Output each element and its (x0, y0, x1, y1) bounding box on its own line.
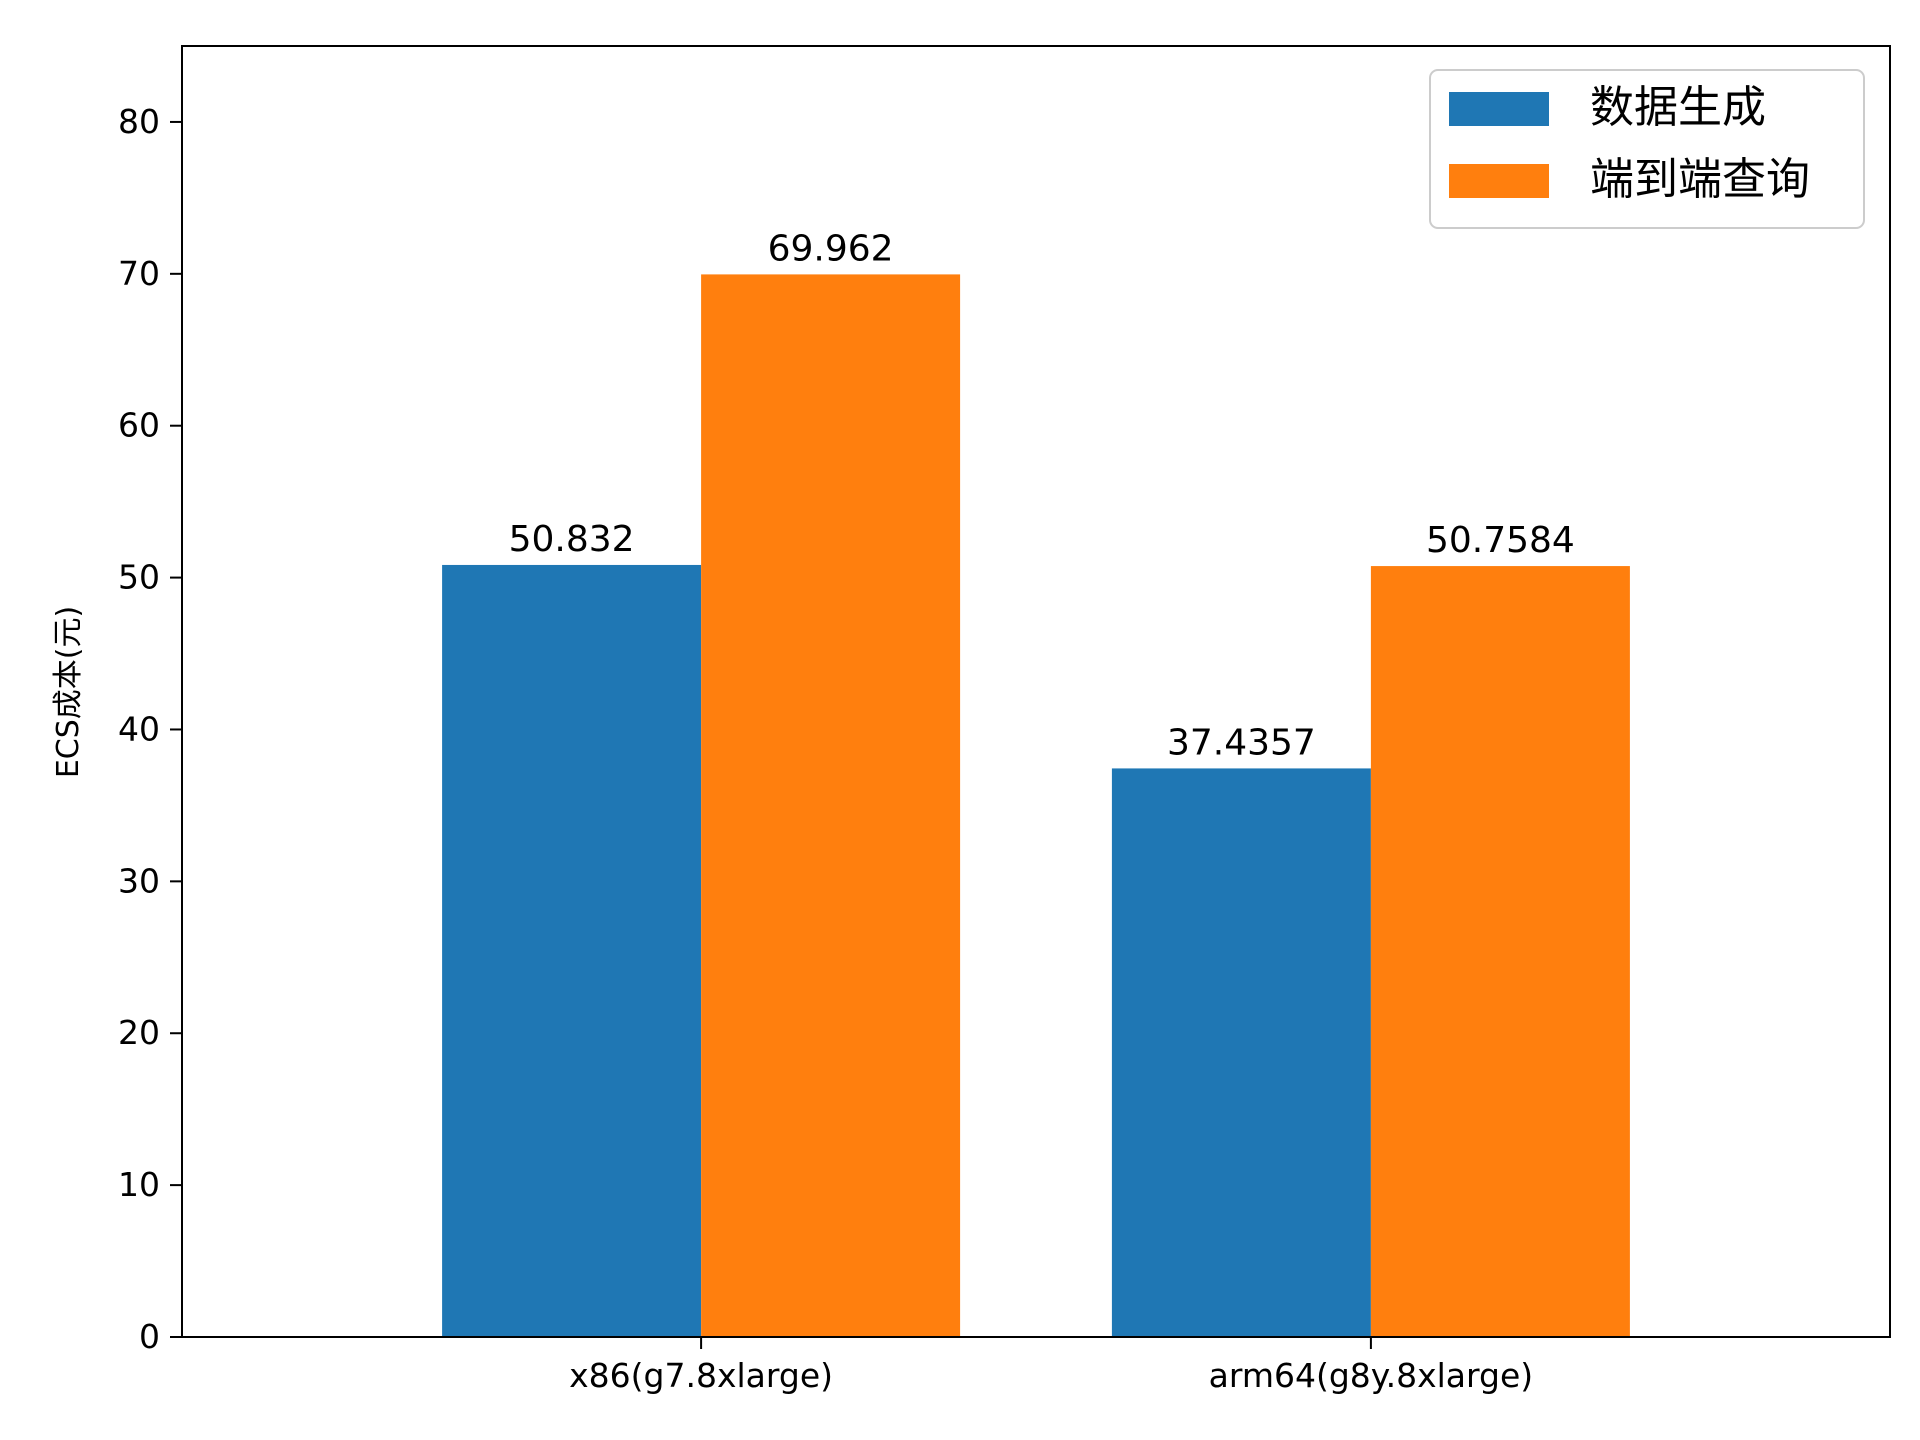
y-tick-label-7: 70 (118, 254, 160, 293)
bar-series-1-category-0 (701, 274, 961, 1338)
y-tick-label-3: 30 (118, 861, 160, 900)
y-tick-label-2: 20 (118, 1013, 160, 1052)
y-tick-label-1: 10 (118, 1165, 160, 1204)
bars-layer (442, 274, 1630, 1338)
x-axis: x86(g7.8xlarge) arm64(g8y.8xlarge) (569, 1337, 1533, 1395)
y-tick-label-8: 80 (118, 102, 160, 141)
bar-series-0-category-1 (1111, 768, 1371, 1337)
data-label-series-0-category-0: 50.832 (509, 519, 635, 560)
bar-series-1-category-1 (1370, 566, 1630, 1337)
y-tick-label-0: 0 (139, 1317, 160, 1356)
y-axis-label: ECS成本(元) (51, 606, 86, 778)
x-tick-label-1: arm64(g8y.8xlarge) (1209, 1356, 1534, 1395)
y-tick-label-4: 40 (118, 709, 160, 748)
data-label-series-1-category-1: 50.7584 (1426, 520, 1575, 561)
y-tick-label-6: 60 (118, 406, 160, 445)
legend-swatch-1 (1449, 164, 1549, 198)
data-labels-layer: 50.832 69.962 37.4357 50.7584 (509, 228, 1575, 763)
legend-label-1: 端到端查询 (1590, 154, 1810, 205)
plot-area-frame (181, 45, 1891, 1338)
x-tick-label-0: x86(g7.8xlarge) (569, 1356, 833, 1395)
legend-label-0: 数据生成 (1590, 82, 1766, 133)
legend-swatch-0 (1449, 92, 1549, 126)
data-label-series-1-category-0: 69.962 (768, 228, 894, 269)
y-tick-label-5: 50 (118, 558, 160, 597)
y-axis: 0 10 20 30 40 50 60 70 80 (118, 102, 182, 1356)
data-label-series-0-category-1: 37.4357 (1167, 722, 1316, 763)
bar-series-0-category-0 (442, 564, 702, 1337)
